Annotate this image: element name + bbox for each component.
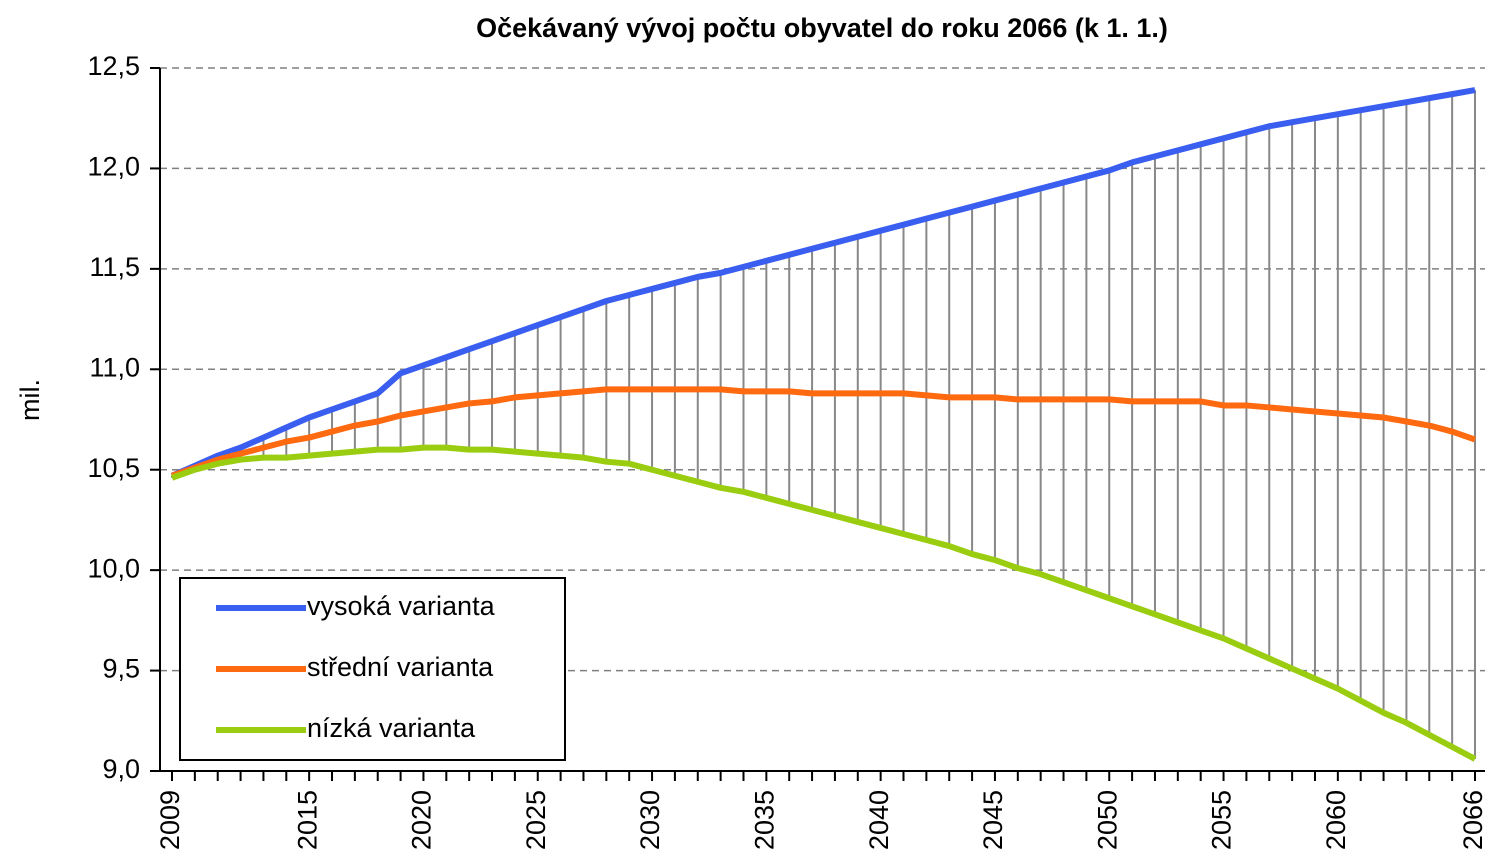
y-tick-label: 11,5 [89,252,140,282]
x-tick-label: 2050 [1092,790,1122,850]
x-tick-label: 2009 [155,790,185,850]
series-line [170,87,1476,479]
x-tick-label: 2020 [407,790,437,850]
series-line [171,386,1476,479]
y-tick-label: 9,5 [102,654,140,684]
x-tick-label: 2060 [1321,790,1351,850]
y-tick-label: 11,0 [89,352,140,382]
x-tick-label: 2066 [1458,790,1488,850]
x-tick-label: 2055 [1207,790,1237,850]
y-tick-label: 10,5 [87,453,140,483]
x-tick-label: 2045 [978,790,1008,850]
y-tick-label: 12,0 [87,152,140,182]
y-tick-label: 10,0 [87,553,140,583]
legend-label: nízká varianta [307,713,476,743]
x-tick-label: 2015 [292,790,322,850]
legend-label: vysoká varianta [307,591,496,621]
series-line [171,444,1477,762]
x-tick-label: 2030 [635,790,665,850]
y-tick-label: 9,0 [102,754,140,784]
x-tick-label: 2040 [864,790,894,850]
y-axis-label: mil. [15,379,45,421]
legend-label: střední varianta [307,652,494,682]
y-tick-label: 12,5 [87,51,140,81]
x-tick-label: 2025 [521,790,551,850]
chart-title: Očekávaný vývoj počtu obyvatel do roku 2… [476,13,1168,43]
x-tick-label: 2035 [749,790,779,850]
